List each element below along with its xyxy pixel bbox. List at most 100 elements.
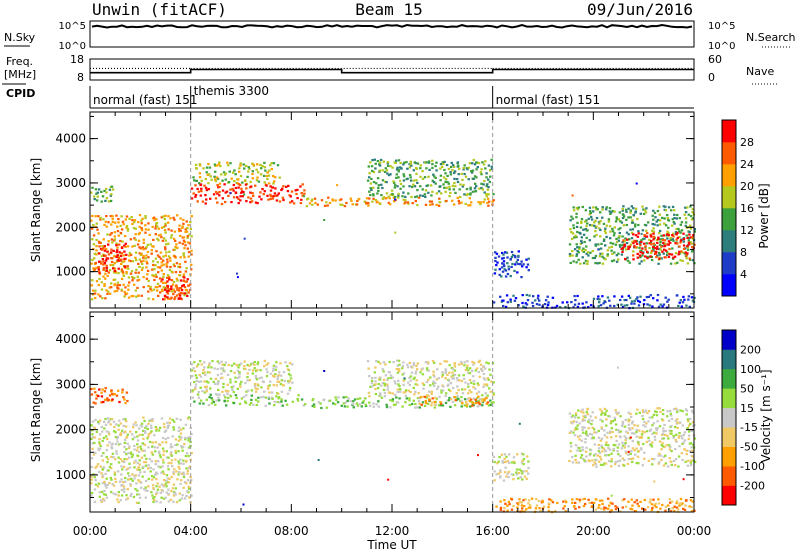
scatter-point	[336, 184, 339, 187]
velocity-data	[90, 359, 697, 514]
freq-trace	[90, 68, 694, 74]
nsky-tick-top: 10^5	[59, 21, 86, 32]
cpid-segment-label: normal (fast) 151	[93, 93, 197, 107]
colorbar-swatch	[722, 164, 736, 187]
scatter-point	[387, 478, 390, 481]
colorbar-swatch	[722, 349, 736, 370]
freq-line	[90, 68, 694, 74]
nsearch-tick-bottom: 10^0	[708, 41, 735, 52]
range-tick-label: 4000	[55, 332, 86, 346]
scatter-point	[571, 194, 574, 197]
scatter-point	[629, 436, 632, 439]
cpid-label: CPID	[6, 87, 35, 100]
scatter-point	[635, 182, 638, 185]
scatter-point	[616, 366, 619, 369]
velocity-region	[495, 497, 696, 514]
nsearch-tick-top: 10^5	[708, 21, 735, 32]
time-tick-label: 00:00	[73, 524, 108, 538]
power-region	[366, 158, 495, 199]
range-tick-label: 3000	[55, 377, 86, 391]
freq-tick-top: 18	[70, 53, 84, 66]
colorbar-tick-label: 28	[740, 136, 754, 149]
scatter-point	[243, 193, 246, 196]
velocity-region	[90, 416, 193, 505]
colorbar-swatch	[722, 252, 736, 275]
colorbar-tick-label: 12	[740, 224, 754, 237]
freq-unit: [MHz]	[4, 68, 36, 81]
colorbar-swatch	[722, 466, 736, 486]
power-yaxis-label: Slant Range [km]	[29, 158, 43, 262]
colorbar-swatch	[722, 142, 736, 165]
colorbar-tick-label: 50	[740, 382, 754, 395]
nsearch-label: N.Search	[746, 31, 796, 44]
velocity-colorbar-label: Velocity [m s⁻¹]	[759, 369, 773, 462]
freq-label: Freq.	[6, 55, 33, 68]
power-region	[492, 293, 696, 310]
colorbar-swatch	[722, 388, 736, 409]
beam-title: Beam 15	[355, 0, 422, 19]
scatter-point	[236, 276, 239, 279]
time-tick-label: 04:00	[173, 524, 208, 538]
power-region	[90, 214, 193, 301]
freq-tick-bottom: 8	[77, 71, 84, 84]
colorbar-tick-label: -200	[740, 480, 765, 493]
velocity-yaxis-label: Slant Range [km]	[29, 358, 43, 462]
velocity-colorbar: -200 -100 -50 -15 15 50 100 200	[721, 329, 765, 506]
colorbar-tick-label: -15	[740, 421, 758, 434]
scatter-point	[518, 422, 521, 425]
colorbar-frame	[721, 329, 737, 506]
range-tick-label: 2000	[55, 423, 86, 437]
nsky-label: N.Sky	[4, 31, 36, 44]
scatter-point	[243, 237, 246, 240]
scatter-point	[230, 386, 233, 389]
colorbar-tick-label: -50	[740, 441, 758, 454]
time-tick-label: 08:00	[274, 524, 309, 538]
time-tick-label: 20:00	[576, 524, 611, 538]
nave-label: Nave	[746, 65, 774, 78]
power-region	[305, 196, 495, 208]
colorbar-swatch	[722, 485, 736, 506]
scatter-point	[477, 454, 479, 457]
nsky-trace	[91, 23, 693, 29]
colorbar-tick-label: 4	[740, 268, 747, 281]
scatter-point	[242, 503, 245, 506]
colorbar-swatch	[722, 120, 736, 143]
colorbar-swatch	[722, 427, 736, 447]
scatter-point	[653, 480, 656, 483]
colorbar-tick-label: -100	[740, 460, 765, 473]
colorbar-swatch	[722, 407, 736, 428]
scatter-point	[610, 494, 613, 497]
power-colorbar-label: Power [dB]	[757, 183, 771, 248]
scatter-point	[303, 195, 305, 198]
scatter-point	[236, 272, 238, 275]
colorbar-tick-label: 15	[740, 402, 754, 415]
velocity-frame	[89, 311, 695, 513]
date-title: 09/Jun/2016	[587, 0, 693, 19]
range-tick-labels: 1000 2000 3000 4000 1000 2000 3000 4000	[55, 132, 86, 482]
scatter-point	[643, 223, 646, 226]
cpid-segment-label: themis 3300	[194, 84, 269, 98]
colorbar-swatch	[722, 274, 736, 297]
velocity-region	[190, 359, 294, 396]
scatter-point	[394, 198, 397, 201]
power-panel	[89, 111, 696, 310]
velocity-region	[191, 393, 305, 407]
range-tick-label: 3000	[55, 176, 86, 190]
velocity-region	[568, 407, 697, 468]
cpid-segment-label: normal (fast) 151	[496, 93, 600, 107]
scatter-point	[682, 478, 685, 481]
station-title: Unwin (fitACF)	[92, 0, 227, 19]
time-tick-label: 16:00	[475, 524, 510, 538]
time-tick-labels: 00:00 04:00 08:00 12:00 16:00 20:00 00:00	[73, 524, 712, 538]
colorbar-swatch	[722, 446, 736, 467]
power-region	[190, 183, 306, 206]
power-region	[192, 161, 281, 185]
range-tick-label: 2000	[55, 220, 86, 234]
velocity-panel	[89, 311, 697, 514]
scatter-point	[640, 232, 643, 235]
scatter-point	[396, 359, 398, 362]
scatter-point	[317, 459, 320, 461]
scatter-point	[323, 219, 326, 221]
